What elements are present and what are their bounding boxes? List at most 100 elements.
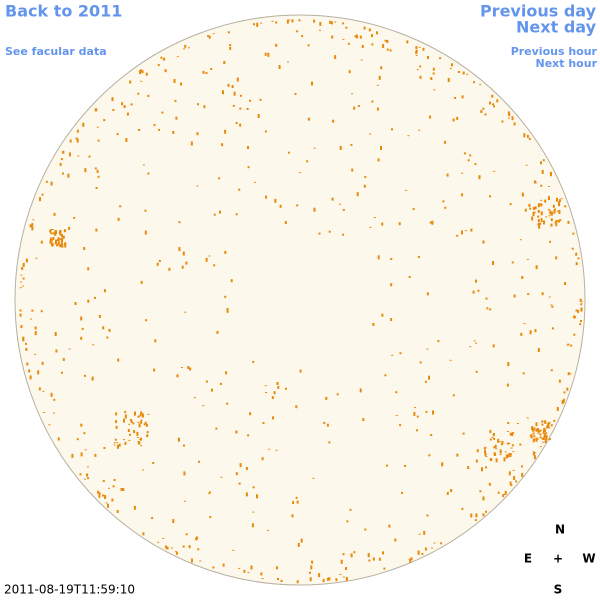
facula [164, 545, 167, 549]
facula [380, 66, 383, 70]
facula [222, 563, 225, 567]
facula [350, 143, 353, 146]
facula [382, 551, 384, 555]
facula [567, 372, 570, 376]
facula [230, 279, 233, 283]
facula [220, 476, 223, 478]
facula [145, 423, 148, 427]
previous-hour-link[interactable]: Previous hour [511, 45, 598, 58]
facula [561, 400, 564, 405]
facula [360, 59, 363, 61]
facula [464, 230, 467, 232]
facula [550, 223, 553, 227]
facula [489, 308, 492, 311]
facula [108, 328, 111, 332]
facula [128, 423, 131, 425]
facula [482, 513, 485, 517]
facula [96, 169, 99, 173]
faculae [19, 19, 583, 584]
facula [77, 155, 80, 157]
facula [331, 35, 334, 39]
facula [277, 385, 280, 389]
facula [418, 46, 421, 48]
facula [138, 423, 141, 428]
facula [95, 108, 98, 112]
facula [509, 432, 512, 436]
facula [31, 223, 34, 227]
facula [273, 391, 276, 395]
facular-link[interactable]: See facular data [5, 45, 107, 58]
facula [335, 578, 338, 582]
facula [461, 230, 463, 235]
facula [40, 240, 43, 244]
facula [531, 216, 534, 221]
facula [502, 494, 505, 498]
facula [461, 507, 464, 510]
back-link[interactable]: Back to 2011 [5, 2, 122, 21]
facula [41, 361, 44, 365]
facula [430, 434, 433, 436]
facula [50, 232, 53, 235]
facula [541, 437, 544, 440]
facula [229, 44, 232, 47]
facula [151, 517, 154, 520]
facula [556, 197, 558, 202]
facula [577, 257, 580, 260]
facula [493, 170, 496, 172]
facula [313, 207, 316, 212]
facula [499, 449, 502, 454]
facula [163, 57, 166, 61]
facula [55, 239, 57, 244]
facula [415, 54, 418, 56]
facula [176, 374, 179, 378]
facula [161, 111, 164, 114]
facula [276, 566, 278, 570]
facula [575, 309, 578, 312]
facula [533, 207, 535, 210]
facula [284, 221, 287, 224]
facula [145, 72, 148, 76]
facula [59, 244, 62, 248]
facula [508, 471, 511, 476]
facula [157, 541, 160, 543]
facula [306, 160, 309, 163]
next-day-link[interactable]: Next day [516, 18, 597, 37]
previous-day-link[interactable]: Previous day [480, 2, 597, 21]
facula [534, 206, 537, 210]
next-hour-link[interactable]: Next hour [536, 57, 598, 70]
facula [548, 209, 551, 211]
facula [440, 542, 443, 545]
facula [34, 326, 37, 330]
facula [363, 184, 366, 188]
facula [190, 141, 193, 146]
facula [532, 438, 535, 443]
facula [535, 265, 538, 270]
facula [285, 387, 287, 390]
facula [262, 422, 265, 424]
facula [238, 482, 241, 485]
facula [421, 553, 424, 555]
facula [185, 533, 188, 536]
facula [311, 81, 313, 86]
facula [553, 419, 556, 422]
facula [475, 459, 478, 463]
facula [538, 224, 541, 229]
facula [29, 318, 32, 320]
facula [113, 444, 116, 446]
facula [484, 113, 487, 116]
facula [25, 258, 28, 263]
facula [350, 553, 353, 558]
facula [112, 109, 115, 111]
facula [549, 210, 552, 215]
facula [347, 42, 350, 45]
facula [274, 198, 277, 203]
facula [377, 255, 380, 260]
facula [412, 208, 415, 211]
facula [272, 416, 274, 420]
facula [364, 528, 367, 531]
facula [537, 219, 540, 223]
facula [49, 229, 52, 232]
facula [245, 492, 248, 497]
facula [97, 139, 100, 142]
facula [388, 524, 391, 528]
